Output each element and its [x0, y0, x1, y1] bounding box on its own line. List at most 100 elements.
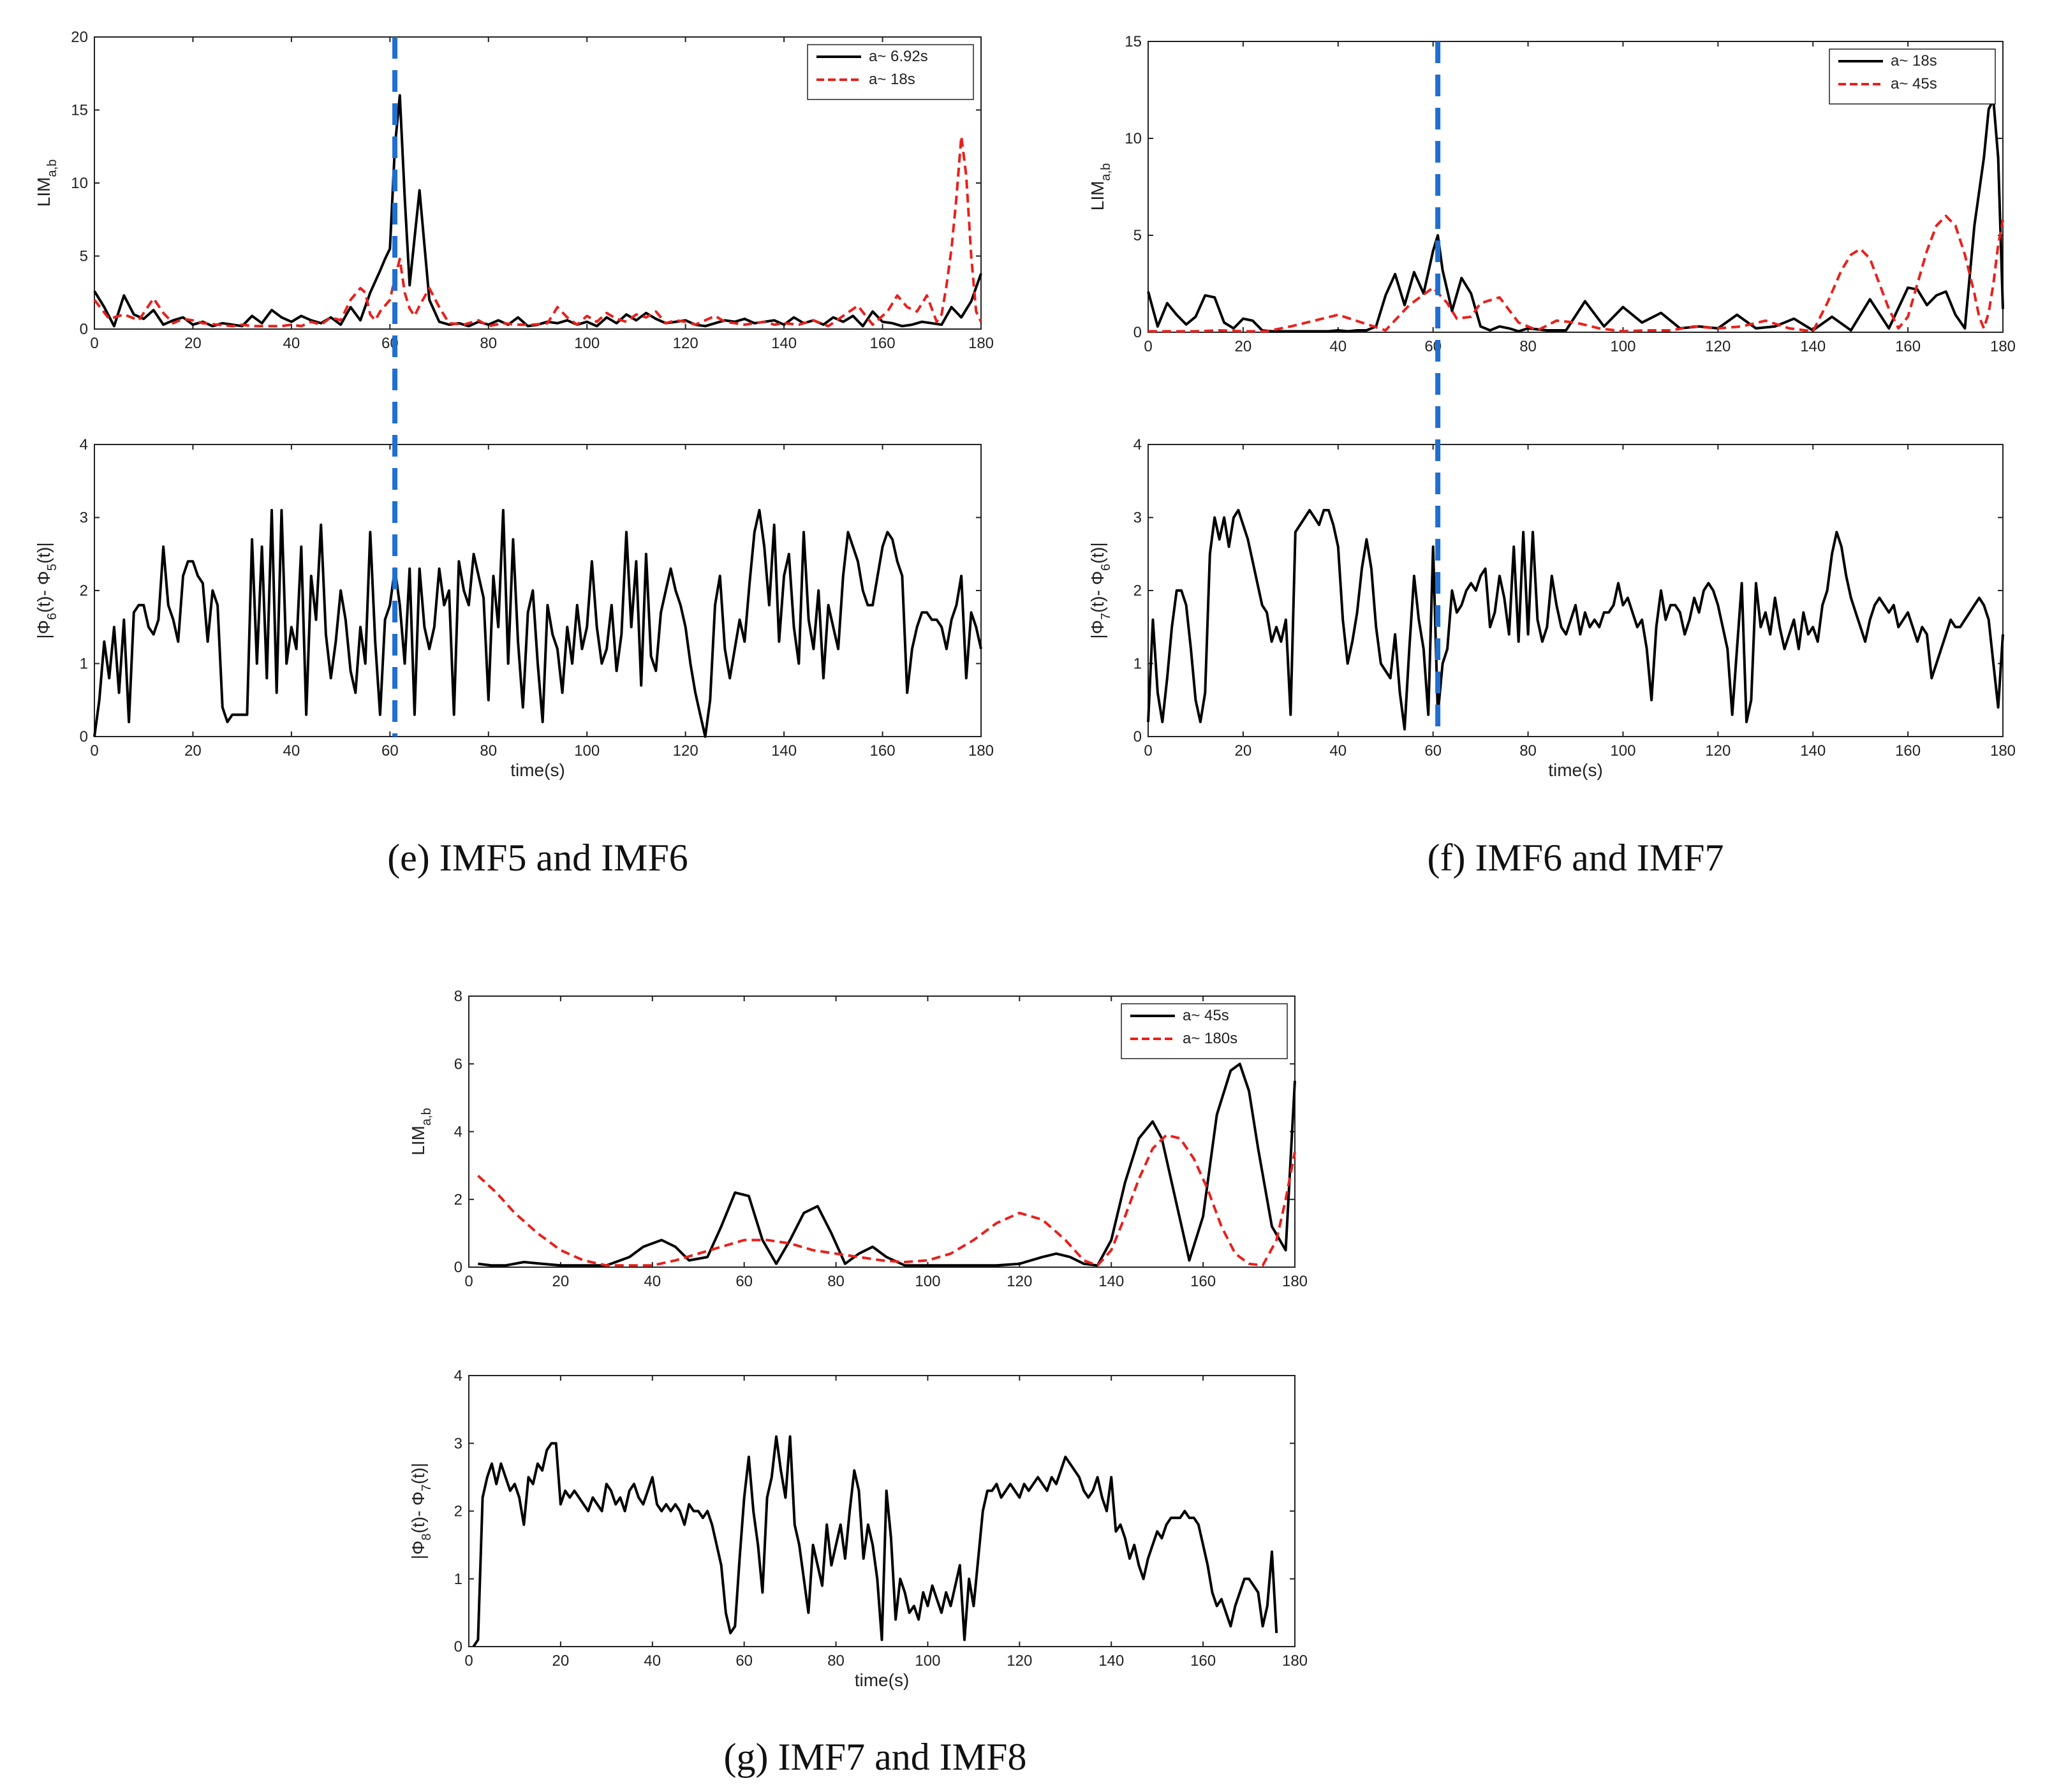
top-series-line-0 [478, 1062, 1296, 1267]
x-tick-label: 180 [1990, 338, 2016, 355]
y-tick-label: 2 [454, 1503, 462, 1520]
legend-entry: a~ 180s [1183, 1030, 1237, 1047]
y-tick-label: 8 [454, 988, 462, 1005]
top-series-line-1 [477, 1133, 1296, 1267]
x-tick-label: 80 [1519, 742, 1537, 760]
x-tick-label: 60 [381, 742, 399, 760]
figure-caption: (e) IMF5 and IMF6 [387, 837, 688, 879]
x-tick-label: 100 [574, 335, 600, 352]
ylabel-sub: a,b [1099, 163, 1113, 181]
top-series-line-0 [1147, 98, 2004, 333]
x-tick-label: 0 [1144, 338, 1152, 355]
bottom-x-axis-label: time(s) [1548, 760, 1603, 780]
y-tick-label: 0 [1133, 728, 1142, 745]
x-tick-label: 120 [1705, 338, 1731, 355]
figure-caption: (g) IMF7 and IMF8 [724, 1736, 1027, 1778]
y-tick-label: 2 [1133, 582, 1142, 599]
x-tick-label: 140 [1098, 1652, 1124, 1670]
x-tick-label: 180 [968, 335, 994, 352]
legend-entry: a~ 6.92s [869, 48, 928, 65]
bottom-series-line-0 [1147, 509, 2004, 731]
legend-box [1121, 1003, 1288, 1059]
bottom-series-line-0 [472, 1435, 1278, 1648]
ylabel-part: 7 [1099, 613, 1113, 620]
x-tick-label: 140 [1800, 338, 1826, 355]
x-tick-label: 120 [673, 742, 698, 760]
x-tick-label: 40 [644, 1273, 661, 1290]
y-tick-label: 4 [1133, 436, 1142, 453]
top-y-axis-label: LIMa,b [1088, 163, 1113, 211]
figure-caption: (f) IMF6 and IMF7 [1428, 837, 1724, 879]
y-tick-label: 15 [71, 102, 88, 119]
ylabel-part: |Φ [1088, 620, 1107, 639]
bottom-plot-frame [94, 444, 982, 737]
x-tick-label: 100 [915, 1652, 940, 1670]
x-tick-label: 120 [1007, 1652, 1032, 1670]
legend-entry: a~ 18s [1891, 52, 1937, 70]
ylabel-main: LIM [1088, 181, 1107, 211]
bottom-x-axis-label: time(s) [855, 1670, 910, 1690]
x-tick-label: 160 [870, 335, 896, 352]
legend-box [1829, 48, 1996, 105]
panel-g: 0 20 40 60 80 100 120 140 160 180 0 2 4 6 8 LIMa,b a~ 45… [408, 988, 1308, 1778]
top-y-axis-label: LIMa,b [408, 1108, 434, 1156]
ylabel-part: (t)- Φ [34, 571, 54, 613]
y-tick-label: 1 [80, 656, 88, 673]
x-tick-label: 0 [90, 742, 98, 760]
x-tick-label: 80 [827, 1273, 845, 1290]
ylabel-part: 6 [45, 613, 59, 620]
y-tick-label: 0 [80, 321, 88, 338]
x-tick-label: 20 [1235, 742, 1252, 760]
x-tick-label: 80 [480, 335, 497, 352]
x-tick-label: 20 [184, 335, 202, 352]
x-tick-label: 160 [1895, 338, 1921, 355]
y-tick-label: 3 [454, 1435, 462, 1452]
y-tick-label: 4 [454, 1124, 462, 1141]
x-tick-label: 140 [771, 742, 797, 760]
legend-entry: a~ 18s [869, 71, 915, 88]
y-tick-label: 6 [454, 1055, 462, 1073]
legend-entry: a~ 45s [1183, 1007, 1229, 1024]
x-tick-label: 120 [1705, 742, 1731, 760]
top-series-line-1 [1148, 214, 2004, 333]
y-tick-label: 0 [454, 1638, 462, 1656]
y-tick-label: 0 [1133, 324, 1142, 341]
y-tick-label: 3 [80, 510, 88, 527]
legend-entry: a~ 45s [1891, 75, 1937, 92]
x-tick-label: 100 [915, 1273, 940, 1290]
x-tick-label: 140 [1098, 1273, 1124, 1290]
ylabel-part: 7 [420, 1484, 434, 1491]
bottom-series-line-0 [93, 509, 982, 738]
x-tick-label: 120 [1007, 1273, 1032, 1290]
x-tick-label: 0 [90, 335, 98, 352]
x-tick-label: 160 [1895, 742, 1921, 760]
y-tick-label: 20 [71, 29, 88, 46]
x-tick-label: 180 [1282, 1652, 1308, 1670]
x-tick-label: 60 [735, 1273, 753, 1290]
x-tick-label: 40 [644, 1652, 661, 1670]
ylabel-part: (t)- Φ [408, 1492, 428, 1534]
x-tick-label: 60 [1424, 742, 1442, 760]
top-series-line-1 [93, 135, 982, 328]
x-tick-label: 40 [283, 335, 300, 352]
x-tick-label: 80 [480, 742, 497, 760]
ylabel-sub: a,b [420, 1108, 434, 1126]
y-tick-label: 3 [1133, 510, 1142, 527]
x-tick-label: 140 [1800, 742, 1826, 760]
x-tick-label: 160 [1190, 1273, 1216, 1290]
y-tick-label: 4 [80, 436, 88, 453]
bottom-y-axis-label: |Φ7(t)- Φ6(t)| [1088, 542, 1113, 638]
x-tick-label: 100 [1610, 338, 1635, 355]
legend-box [807, 44, 974, 100]
x-tick-label: 0 [464, 1273, 473, 1290]
x-tick-label: 120 [673, 335, 698, 352]
x-tick-label: 180 [1282, 1273, 1308, 1290]
x-tick-label: 40 [1329, 338, 1347, 355]
ylabel-part: |Φ [408, 1541, 428, 1560]
x-tick-label: 20 [1235, 338, 1252, 355]
x-tick-label: 100 [1610, 742, 1635, 760]
x-tick-label: 20 [184, 742, 202, 760]
x-tick-label: 40 [1329, 742, 1347, 760]
x-tick-label: 20 [552, 1273, 570, 1290]
